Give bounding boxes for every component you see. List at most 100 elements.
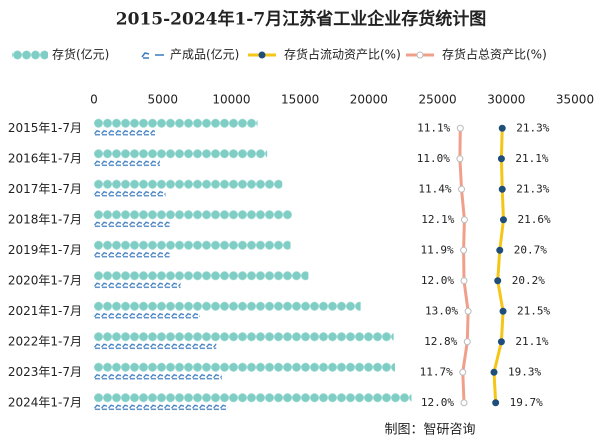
bar-group xyxy=(94,392,412,403)
bar xyxy=(94,270,309,281)
line-point xyxy=(497,338,505,346)
legend-swatch xyxy=(416,51,424,59)
line-point xyxy=(496,246,504,254)
x-tick-label: 20000 xyxy=(350,93,388,107)
line xyxy=(492,128,505,403)
y-tick-label: 2018年1-7月 xyxy=(8,212,82,226)
line-point xyxy=(458,185,466,193)
data-label: 20.2% xyxy=(512,274,545,287)
bar xyxy=(94,392,412,403)
y-tick-label: 2024年1-7月 xyxy=(8,395,82,409)
data-label: 21.3% xyxy=(516,121,549,134)
bar-group xyxy=(94,148,268,159)
bar-group xyxy=(94,129,156,137)
bar-group xyxy=(94,118,258,129)
line-point xyxy=(460,246,468,254)
bar-group xyxy=(94,220,170,228)
bar-group xyxy=(94,270,309,281)
data-label: 11.0% xyxy=(417,152,450,165)
y-tick-label: 2023年1-7月 xyxy=(8,365,82,379)
line-point xyxy=(497,155,505,163)
y-tick-label: 2016年1-7月 xyxy=(8,151,82,165)
data-label: 21.1% xyxy=(515,152,548,165)
y-tick-label: 2015年1-7月 xyxy=(8,121,82,135)
line-point xyxy=(499,216,507,224)
legend-label: 存货占流动资产比(%) xyxy=(284,47,401,62)
line-point xyxy=(490,368,498,376)
bar xyxy=(94,240,291,251)
data-label: 21.3% xyxy=(516,182,549,195)
x-tick-label: 15000 xyxy=(281,93,319,107)
bar xyxy=(94,362,395,373)
x-tick-label: 35000 xyxy=(556,93,594,107)
bar xyxy=(94,190,166,198)
bar-group xyxy=(94,251,170,259)
bar xyxy=(94,312,200,320)
bar-group xyxy=(94,190,166,198)
data-label: 13.0% xyxy=(425,304,458,317)
line-point xyxy=(459,368,467,376)
bar-group xyxy=(94,312,200,320)
line-point xyxy=(492,399,500,407)
line-point xyxy=(499,307,507,315)
data-label: 21.6% xyxy=(517,213,550,226)
line-point xyxy=(460,277,468,285)
line-point xyxy=(456,155,464,163)
source: 制图：智研咨询 xyxy=(384,423,475,438)
data-label: 19.3% xyxy=(508,365,541,378)
legend-swatch xyxy=(12,50,48,60)
bar xyxy=(94,159,160,167)
x-tick-label: 5000 xyxy=(147,93,178,107)
data-label: 21.5% xyxy=(517,304,550,317)
y-tick-label: 2019年1-7月 xyxy=(8,243,82,257)
bar-group xyxy=(94,403,228,411)
legend-label: 产成品(亿元) xyxy=(170,47,239,62)
bar xyxy=(94,129,156,137)
legend-label: 存货(亿元) xyxy=(52,47,109,62)
legend-swatch xyxy=(141,52,164,59)
bar-group xyxy=(94,179,283,190)
data-label: 11.7% xyxy=(420,365,453,378)
bar-group xyxy=(94,362,395,373)
bar xyxy=(94,209,292,220)
bar-group xyxy=(94,301,361,312)
legend-swatch xyxy=(258,51,266,59)
data-label: 11.1% xyxy=(417,121,450,134)
chart-title: 2015-2024年1-7月江苏省工业企业存货统计图 xyxy=(116,9,486,30)
x-tick-label: 10000 xyxy=(212,93,250,107)
data-label: 12.0% xyxy=(421,396,454,409)
y-tick-label: 2020年1-7月 xyxy=(8,273,82,287)
bar xyxy=(94,403,228,411)
bar xyxy=(94,251,170,259)
data-label: 19.7% xyxy=(510,396,543,409)
bar xyxy=(94,179,283,190)
x-tick-label: 0 xyxy=(90,93,98,107)
bar-group xyxy=(94,342,217,350)
bar xyxy=(94,331,394,342)
data-label: 21.1% xyxy=(515,335,548,348)
bar xyxy=(94,373,222,381)
line-point xyxy=(498,185,506,193)
data-label: 12.0% xyxy=(421,274,454,287)
bar-group xyxy=(94,240,291,251)
legend-label: 存货占总资产比(%) xyxy=(442,47,547,62)
bar-group xyxy=(94,159,160,167)
bar xyxy=(94,118,258,129)
line-point xyxy=(460,216,468,224)
line-point xyxy=(460,399,468,407)
bar-group xyxy=(94,209,292,220)
x-tick-label: 25000 xyxy=(418,93,456,107)
data-label: 11.9% xyxy=(420,243,453,256)
data-label: 11.4% xyxy=(418,182,451,195)
bar xyxy=(94,281,181,289)
line-point xyxy=(463,338,471,346)
y-tick-label: 2021年1-7月 xyxy=(8,304,82,318)
bar xyxy=(94,148,268,159)
y-tick-label: 2017年1-7月 xyxy=(8,182,82,196)
line-point xyxy=(464,307,472,315)
data-label: 12.1% xyxy=(421,213,454,226)
line-point xyxy=(456,124,464,132)
data-label: 12.8% xyxy=(424,335,457,348)
line xyxy=(458,128,470,403)
data-label: 20.7% xyxy=(514,243,547,256)
